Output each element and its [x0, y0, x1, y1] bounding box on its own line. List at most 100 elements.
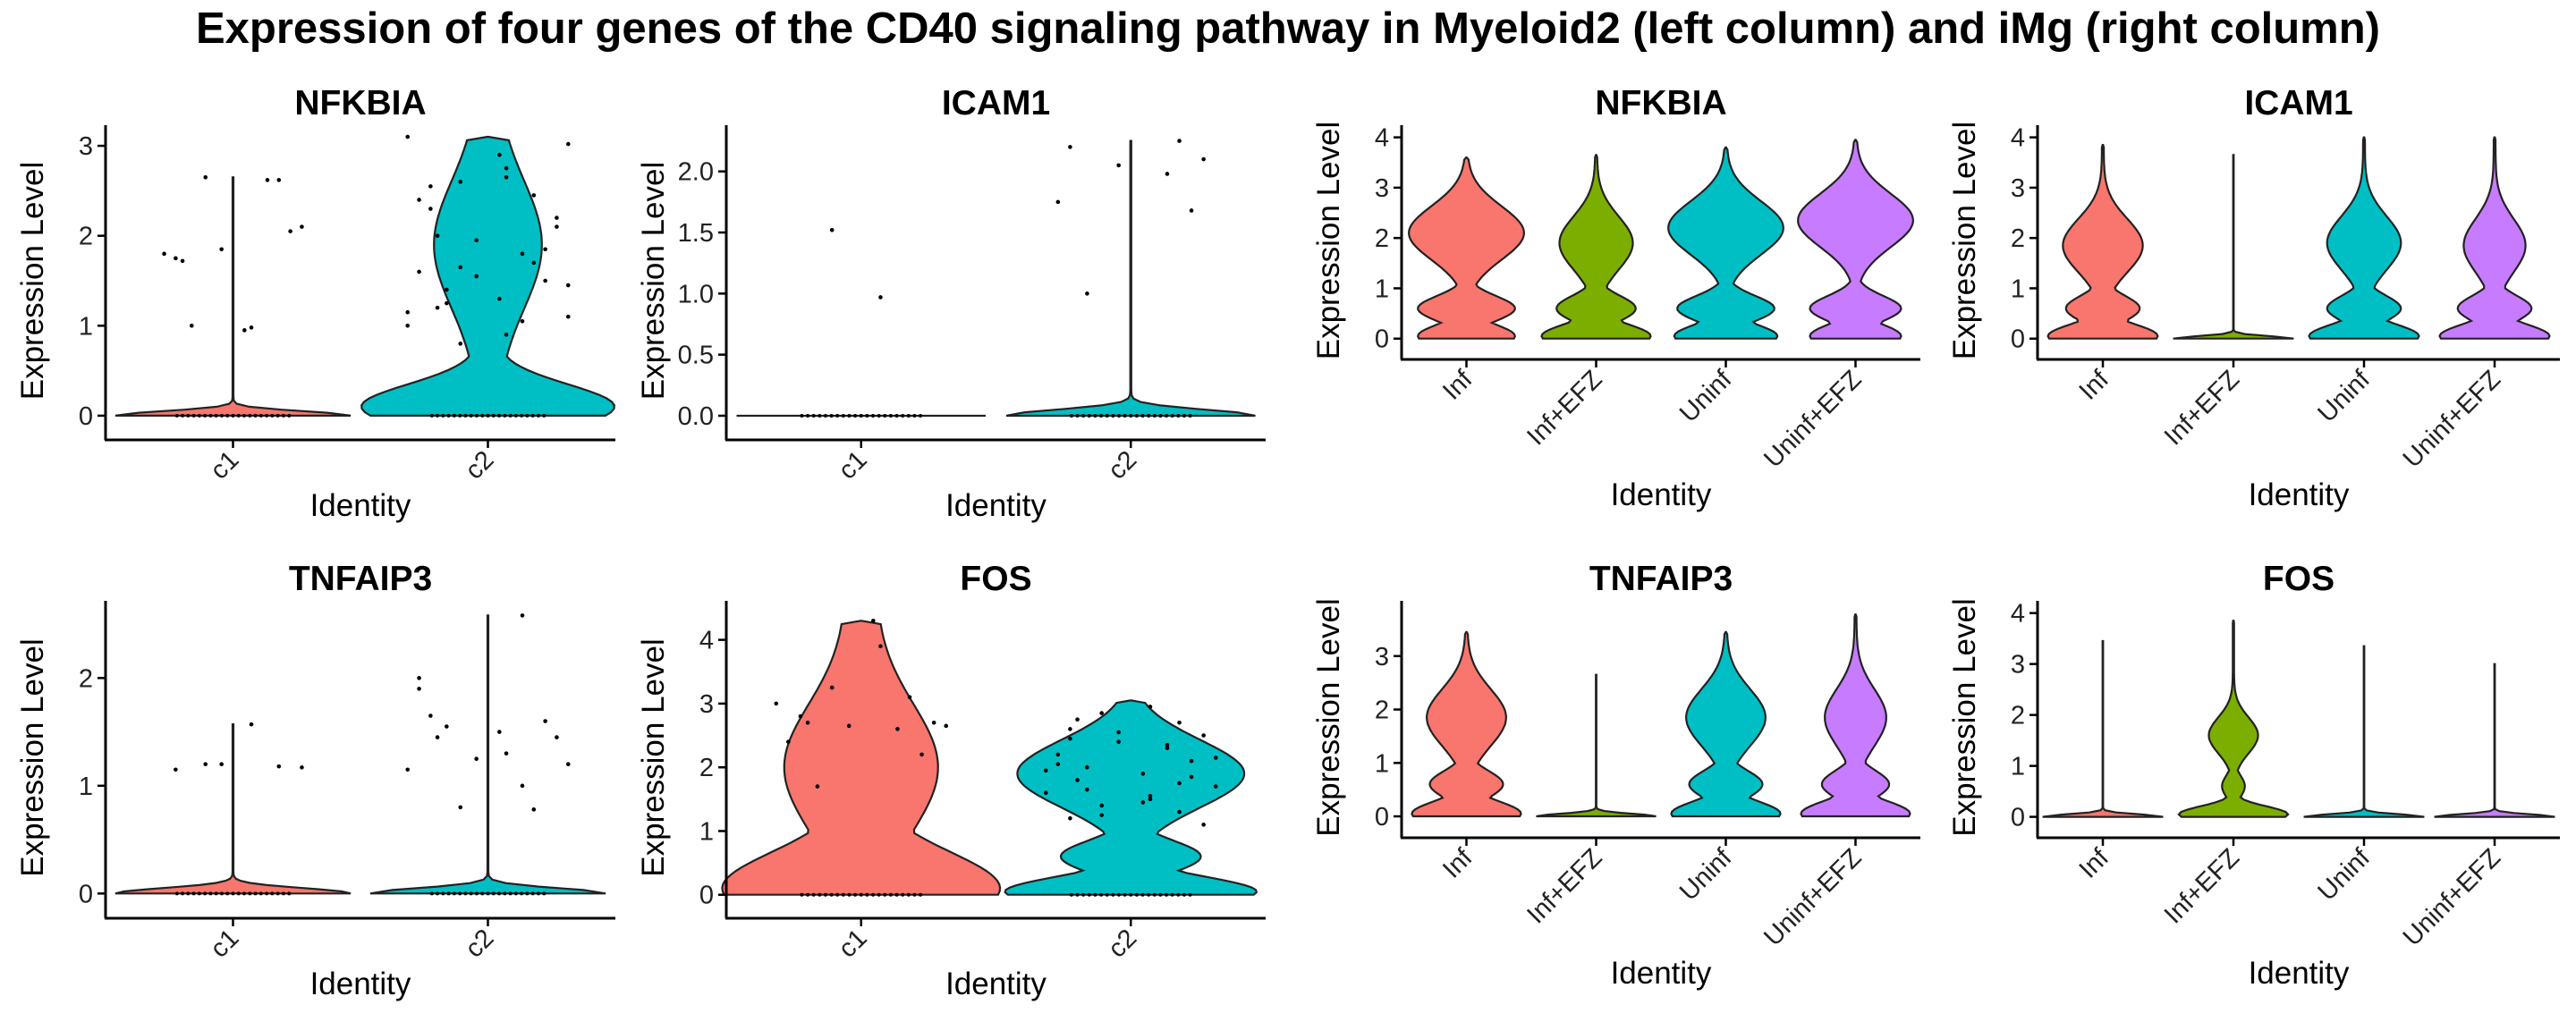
y-tick-label: 0 [1375, 803, 1389, 832]
data-point [1055, 752, 1061, 757]
data-point [435, 233, 440, 238]
data-point [1158, 892, 1163, 897]
data-point [1170, 892, 1174, 897]
data-point [906, 413, 911, 418]
panel-title: FOS [960, 560, 1031, 598]
data-point [1177, 139, 1182, 143]
y-tick-label: 0.0 [678, 402, 714, 431]
data-point [486, 891, 490, 896]
x-tick-label: Inf [2074, 843, 2115, 884]
data-point [458, 180, 463, 184]
data-point [428, 713, 433, 718]
data-point [452, 413, 456, 418]
y-axis-label: Expression Level [15, 638, 50, 877]
data-point [480, 413, 485, 418]
data-point [800, 413, 804, 418]
x-tick-label: Uninf+EFZ [1758, 365, 1867, 473]
data-point [1189, 758, 1194, 764]
data-point [805, 720, 810, 725]
data-point [1129, 892, 1133, 897]
y-tick-label: 2 [699, 754, 714, 782]
data-point [242, 891, 247, 896]
data-point [530, 413, 535, 418]
data-point [520, 318, 525, 324]
data-point [417, 269, 421, 274]
data-point [203, 762, 208, 767]
data-point [901, 413, 905, 418]
y-axis-label: Expression Level [1947, 598, 1982, 837]
data-point [829, 413, 834, 418]
data-point [219, 762, 224, 767]
data-point [1188, 892, 1192, 897]
data-point [497, 296, 502, 301]
data-point [919, 413, 923, 418]
x-axis-label: Identity [2249, 477, 2350, 512]
data-point [871, 892, 876, 897]
data-point [531, 193, 537, 198]
data-point [1093, 892, 1097, 897]
panel-title: NFKBIA [294, 84, 426, 122]
x-tick-label: c2 [460, 924, 499, 963]
data-point [236, 413, 241, 418]
y-tick-label: 3 [2011, 174, 2025, 203]
data-point [405, 134, 411, 139]
data-point [1087, 892, 1091, 897]
data-point [555, 735, 559, 739]
data-point [300, 224, 304, 229]
data-point [469, 891, 473, 896]
data-point [912, 892, 917, 897]
data-point [1147, 892, 1151, 897]
data-point [181, 413, 185, 418]
y-tick-label: 2 [1375, 697, 1389, 725]
data-point [428, 207, 433, 211]
y-tick-label: 0 [699, 882, 714, 910]
data-point [1081, 892, 1086, 897]
data-point [458, 891, 462, 896]
y-axis-label: Expression Level [1311, 122, 1346, 360]
data-point [1165, 892, 1169, 897]
data-point [191, 891, 196, 896]
data-point [906, 892, 911, 897]
data-point [1201, 733, 1206, 738]
violin-Inf+EFZ [2177, 620, 2290, 818]
x-tick-label: Inf [1437, 843, 1479, 884]
x-tick-label: Uninf+EFZ [1758, 843, 1867, 951]
data-point [1093, 413, 1097, 418]
violin-Inf [2046, 144, 2159, 340]
y-tick-label: 1 [699, 817, 714, 846]
y-tick-label: 0 [79, 402, 93, 431]
violin-c2 [369, 614, 606, 895]
violin-c1 [114, 176, 352, 417]
violin-c2 [1005, 139, 1256, 418]
data-point [474, 413, 479, 418]
panel-myeloid2-tnfaip3: TNFAIP3 0 1 2 c1 c2 Identity Expression Level [15, 560, 615, 1001]
y-tick-label: 1 [2011, 274, 2025, 303]
data-point [818, 413, 822, 418]
data-point [1140, 772, 1146, 776]
data-point [542, 413, 547, 418]
violin-Inf [1411, 630, 1522, 818]
data-point [1116, 892, 1121, 897]
panel-title: NFKBIA [1595, 84, 1726, 122]
x-axis-label: Identity [945, 488, 1046, 523]
panel-title: ICAM1 [2244, 84, 2352, 122]
data-point [513, 413, 518, 418]
violin-Uninf+EFZ [1800, 613, 1911, 818]
data-point [1116, 163, 1121, 168]
data-point [912, 413, 917, 418]
data-point [1069, 413, 1073, 418]
data-point [1123, 413, 1127, 418]
data-point [829, 892, 834, 897]
y-tick-label: 3 [2011, 651, 2025, 680]
data-point [1105, 413, 1109, 418]
data-point [265, 891, 269, 896]
data-point [405, 309, 411, 315]
data-point [871, 618, 876, 623]
data-point [452, 891, 456, 896]
data-point [491, 891, 496, 896]
data-point [208, 891, 213, 896]
data-point [445, 724, 449, 729]
data-point [878, 295, 883, 300]
data-point [823, 413, 827, 418]
y-tick-label: 2 [2011, 224, 2025, 253]
